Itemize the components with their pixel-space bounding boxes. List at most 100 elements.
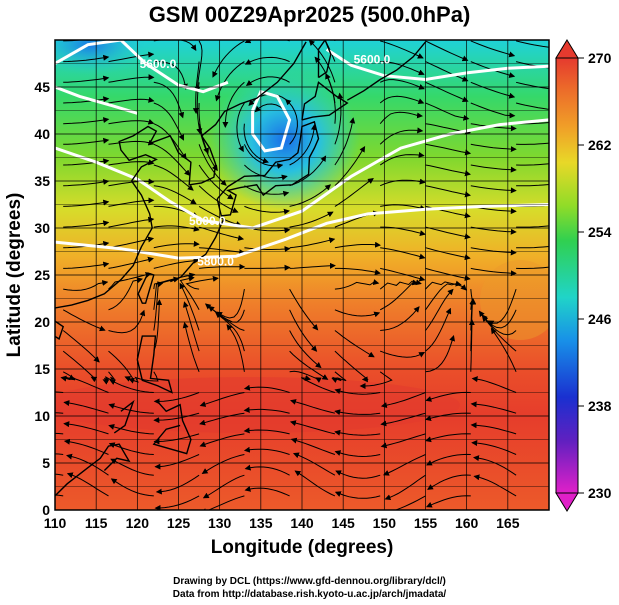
colorbar-ticks: 230 238 246 254 262 270 bbox=[578, 50, 612, 501]
streamline bbox=[194, 40, 203, 93]
streamline bbox=[108, 139, 155, 146]
coastline-segment bbox=[301, 81, 349, 121]
streamline bbox=[108, 272, 152, 290]
streamline bbox=[425, 280, 462, 311]
streamline bbox=[425, 164, 471, 177]
streamline bbox=[470, 267, 517, 277]
streamline bbox=[179, 275, 200, 311]
streamline bbox=[425, 267, 471, 281]
y-tick-label: 15 bbox=[34, 361, 50, 377]
streamline bbox=[425, 412, 471, 422]
streamline bbox=[155, 474, 200, 495]
streamline bbox=[110, 478, 154, 497]
y-tick-label: 30 bbox=[34, 220, 50, 236]
streamline bbox=[108, 424, 154, 435]
streamline bbox=[379, 127, 424, 145]
streamline bbox=[63, 400, 109, 414]
streamline bbox=[108, 350, 136, 382]
streamline bbox=[198, 164, 234, 200]
streamline bbox=[60, 371, 76, 382]
streamline bbox=[379, 279, 422, 290]
streamline bbox=[289, 330, 322, 369]
streamline bbox=[63, 280, 109, 291]
streamline bbox=[289, 123, 317, 166]
streamline bbox=[245, 76, 290, 86]
streamline bbox=[108, 51, 155, 63]
streamline bbox=[108, 118, 155, 125]
streamline bbox=[108, 309, 146, 334]
streamline bbox=[425, 185, 471, 198]
streamline bbox=[380, 433, 426, 449]
streamline bbox=[379, 111, 423, 125]
x-tick-label: 160 bbox=[455, 515, 479, 531]
streamline bbox=[108, 96, 155, 104]
streamline bbox=[334, 388, 381, 395]
streamline bbox=[244, 485, 290, 497]
streamline bbox=[153, 40, 197, 52]
streamline bbox=[425, 281, 467, 291]
x-tick-label: 110 bbox=[44, 515, 67, 531]
streamline bbox=[200, 495, 245, 510]
streamline bbox=[379, 279, 419, 311]
streamline bbox=[516, 225, 549, 228]
streamline bbox=[243, 144, 284, 169]
streamline bbox=[185, 275, 219, 290]
streamline bbox=[290, 399, 336, 414]
streamline bbox=[182, 301, 200, 352]
streamline bbox=[334, 429, 381, 436]
streamline bbox=[289, 262, 336, 269]
streamline bbox=[63, 75, 110, 83]
streamline bbox=[222, 81, 245, 128]
height-contour bbox=[55, 118, 549, 230]
streamline bbox=[289, 309, 318, 352]
streamline bbox=[425, 102, 470, 121]
colorbar: 230 238 246 254 262 270 bbox=[555, 39, 612, 512]
streamline bbox=[334, 117, 356, 166]
streamline bbox=[425, 81, 469, 103]
streamline bbox=[212, 40, 245, 78]
streamline bbox=[470, 81, 516, 99]
coastline-segment bbox=[136, 335, 173, 394]
streamline bbox=[244, 264, 291, 271]
contour-labels: 5800.0 5600.0 5600.0 5600.0 bbox=[140, 53, 391, 269]
streamline bbox=[334, 450, 381, 458]
streamline bbox=[289, 420, 336, 435]
streamline bbox=[334, 92, 344, 145]
streamline bbox=[380, 306, 420, 331]
streamline bbox=[153, 164, 194, 191]
y-tick-label: 5 bbox=[42, 455, 50, 471]
streamline bbox=[63, 54, 110, 63]
streamline bbox=[108, 277, 143, 311]
streamline bbox=[380, 247, 426, 260]
streamline bbox=[516, 142, 549, 145]
streamline bbox=[289, 370, 322, 383]
x-axis-label: Longitude (degrees) bbox=[210, 537, 394, 558]
streamline bbox=[208, 305, 245, 323]
y-tick-label: 0 bbox=[42, 502, 50, 518]
streamline bbox=[243, 446, 290, 455]
streamline bbox=[62, 309, 106, 332]
streamline bbox=[425, 143, 472, 156]
contour-label: 5600.0 bbox=[140, 57, 177, 71]
x-tick-label: 145 bbox=[331, 515, 355, 531]
streamline bbox=[292, 452, 336, 476]
streamline bbox=[380, 267, 426, 282]
streamline bbox=[108, 197, 155, 207]
x-tick-label: 150 bbox=[373, 515, 397, 531]
streamline bbox=[380, 79, 425, 90]
contour-label: 5800.0 bbox=[197, 255, 234, 269]
streamline bbox=[379, 95, 425, 104]
streamline bbox=[198, 144, 227, 186]
y-axis-ticks: 0 5 10 15 20 25 30 35 40 45 bbox=[34, 79, 50, 518]
streamline bbox=[63, 421, 109, 435]
colorbar-scale bbox=[555, 57, 579, 494]
streamline bbox=[470, 422, 517, 435]
streamline bbox=[289, 350, 329, 380]
streamline bbox=[63, 220, 110, 228]
streamline bbox=[199, 412, 245, 426]
streamline bbox=[214, 61, 245, 102]
y-tick-label: 25 bbox=[34, 267, 50, 283]
streamline bbox=[199, 263, 246, 270]
colorbar-bottom-arrow bbox=[555, 492, 579, 512]
streamline bbox=[380, 392, 426, 409]
